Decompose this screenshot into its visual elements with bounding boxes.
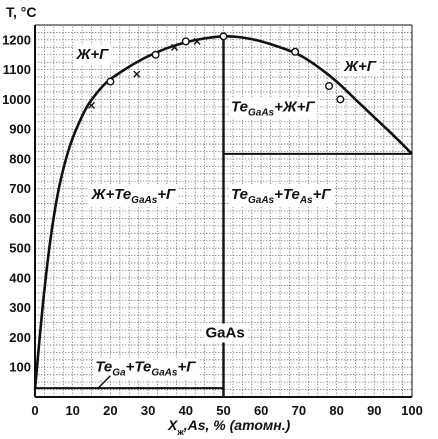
y-tick-label: 200	[9, 330, 31, 345]
field-two-solids-gas-right-text: TeGaAs+TeAs+Г	[231, 186, 331, 206]
data-point-cross	[88, 101, 96, 109]
y-tick-label: 600	[9, 211, 31, 226]
label-background	[88, 185, 179, 208]
label-part: Te	[95, 359, 112, 376]
label-subscript: As	[299, 195, 313, 206]
label-subscript: GaAs	[248, 195, 275, 206]
label-background	[203, 323, 247, 343]
label-subscript: Ga	[112, 368, 126, 379]
cross-stroke	[170, 43, 178, 51]
data-point-circle	[325, 82, 334, 91]
label-part: +Г	[313, 186, 332, 203]
axis-titles: T, °C Xж,As, % (атомн.)	[6, 4, 291, 437]
x-axis-title-rest: ,As, % (атомн.)	[183, 417, 291, 433]
liquidus-curve	[33, 34, 413, 390]
label-background	[93, 357, 199, 380]
field-solid-liquid-gas-right-text: TeGaAs+Ж+Г	[231, 98, 316, 118]
eutectic-pointer-arrow	[96, 375, 111, 390]
x-tick-label: 10	[65, 403, 79, 418]
y-tick-label: 700	[9, 181, 31, 196]
field-liquid-solid-gas-left-text: Ж+TeGaAs+Г	[91, 186, 177, 206]
data-point-circle	[151, 50, 160, 59]
data-point-cross	[133, 70, 141, 78]
x-tick-label: 50	[216, 403, 230, 418]
field-liquid-solid-gas-left: Ж+TeGaAs+Г	[88, 185, 179, 208]
y-tick-label: 800	[9, 151, 31, 166]
plot-frame	[34, 24, 413, 398]
field-two-solids-gas-left-text: TeGa+TeGaAs+Г	[95, 359, 196, 379]
field-liquid-gas-right-text: Ж+Г	[343, 58, 377, 75]
field-two-solids-gas-left: TeGa+TeGaAs+Г	[93, 357, 199, 380]
liquidus-layer	[33, 34, 413, 390]
y-tick-label: 400	[9, 270, 31, 285]
x-axis-title-main: X	[167, 417, 179, 433]
data-point-circle	[291, 47, 300, 56]
field-liquid-gas-right: Ж+Г	[341, 57, 379, 77]
x-tick-label: 20	[103, 403, 117, 418]
label-subscript: GaAs	[151, 368, 178, 379]
data-point-cross	[193, 37, 201, 45]
field-two-solids-gas-right: TeGaAs+TeAs+Г	[229, 185, 334, 208]
label-background	[73, 45, 112, 65]
x-axis-title: Xж,As, % (атомн.)	[167, 417, 291, 437]
label-subscript: GaAs	[131, 195, 158, 206]
field-solid-liquid-gas-right: TeGaAs+Ж+Г	[229, 97, 318, 120]
y-tick-label: 500	[9, 241, 31, 256]
x-tick-label: 90	[367, 403, 381, 418]
data-point-circle	[336, 95, 345, 104]
label-background	[229, 185, 334, 208]
x-tick-label: 0	[31, 403, 38, 418]
cross-stroke	[133, 70, 141, 78]
x-tick-label: 60	[254, 403, 268, 418]
y-tick-label: 300	[9, 300, 31, 315]
label-part: Ж+Г	[343, 58, 377, 75]
label-background	[341, 57, 379, 77]
x-tick-label: 80	[329, 403, 343, 418]
label-part: GaAs	[206, 324, 245, 341]
label-part: Ж+Te	[91, 186, 132, 203]
cross-stroke	[193, 37, 201, 45]
label-part: Ж+Г	[75, 46, 109, 63]
label-part: +Ж+Г	[274, 98, 315, 115]
x-tick-label: 30	[141, 403, 155, 418]
data-points	[88, 32, 345, 109]
x-tick-label: 40	[179, 403, 193, 418]
y-axis-title: T, °C	[6, 4, 37, 20]
y-tick-label: 1200	[2, 32, 31, 47]
data-point-circle	[219, 32, 228, 41]
label-subscript: GaAs	[248, 107, 275, 118]
label-part: +Te	[274, 186, 300, 203]
label-part: +Г	[157, 186, 176, 203]
y-tick-label: 900	[9, 122, 31, 137]
y-tick-label: 100	[9, 360, 31, 375]
compound-label: GaAs	[203, 323, 247, 343]
label-part: +Te	[126, 359, 152, 376]
y-tick-label: 1000	[2, 92, 31, 107]
x-tick-label: 100	[401, 403, 423, 418]
data-point-circle	[181, 37, 190, 46]
label-part: +Г	[177, 359, 196, 376]
label-part: Te	[231, 98, 248, 115]
field-liquid-gas-left-text: Ж+Г	[75, 46, 109, 63]
label-background	[229, 97, 318, 120]
field-liquid-gas-left: Ж+Г	[73, 45, 112, 65]
x-axis-title-sub: ж	[176, 427, 184, 437]
cross-stroke	[88, 101, 96, 109]
y-tick-label: 1100	[3, 62, 31, 77]
label-part: Te	[231, 186, 248, 203]
data-point-circle	[106, 77, 115, 86]
x-tick-label: 70	[292, 403, 306, 418]
compound-label-text: GaAs	[206, 324, 245, 341]
data-point-cross	[170, 43, 178, 51]
tick-labels: 0 10 20 30 40 50 60 70 80 90 100 100 200 300 400 500 600…	[2, 32, 423, 418]
